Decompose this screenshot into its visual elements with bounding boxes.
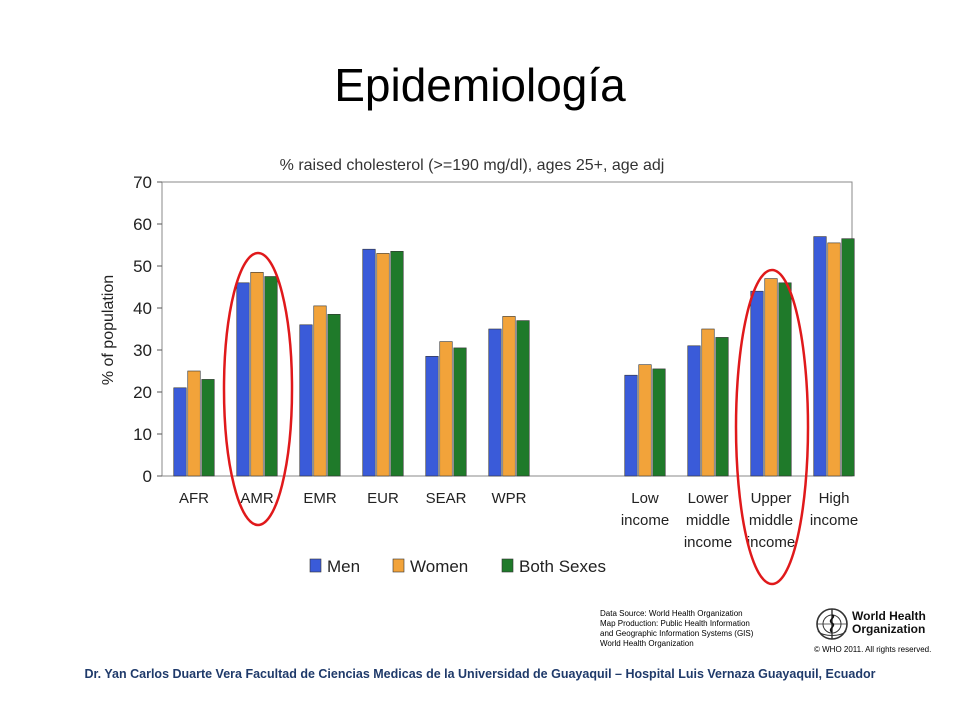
y-tick-label: 50 bbox=[133, 257, 152, 276]
bar bbox=[250, 271, 264, 477]
x-tick-label: middle bbox=[749, 512, 793, 529]
bar bbox=[425, 355, 439, 477]
x-tick-label: Lower bbox=[688, 490, 729, 507]
bar bbox=[715, 337, 729, 477]
x-tick-label: EMR bbox=[303, 490, 337, 507]
x-tick-label: Upper bbox=[751, 490, 792, 507]
bar bbox=[778, 282, 792, 477]
bar bbox=[750, 290, 764, 477]
highlight-ellipse bbox=[222, 251, 294, 527]
y-tick-label: 40 bbox=[133, 299, 152, 318]
x-tick-label: AMR bbox=[240, 490, 274, 507]
data-source-note: Data Source: World Health Organization M… bbox=[600, 609, 753, 649]
highlight-ellipse bbox=[734, 268, 810, 586]
bar bbox=[376, 253, 390, 477]
source-line: and Geographic Information Systems (GIS) bbox=[600, 629, 754, 638]
slide-footer: Dr. Yan Carlos Duarte Vera Facultad de C… bbox=[84, 667, 876, 681]
bar bbox=[502, 316, 516, 477]
x-tick-label: income bbox=[747, 534, 795, 551]
who-copyright: © WHO 2011. All rights reserved. bbox=[814, 645, 932, 654]
bar bbox=[652, 368, 666, 477]
bar bbox=[813, 236, 827, 477]
bar bbox=[390, 251, 404, 477]
source-line: World Health Organization bbox=[600, 639, 694, 648]
bar bbox=[173, 387, 187, 477]
bar bbox=[299, 324, 313, 477]
x-tick-label: income bbox=[621, 512, 669, 529]
source-line: Data Source: World Health Organization bbox=[600, 609, 743, 618]
bar bbox=[327, 313, 341, 477]
legend-swatch bbox=[309, 558, 322, 573]
chart-title: % raised cholesterol (>=190 mg/dl), ages… bbox=[280, 157, 665, 174]
bar bbox=[701, 328, 715, 477]
bar bbox=[236, 282, 250, 477]
legend-label: Men bbox=[327, 557, 360, 576]
bar bbox=[264, 276, 278, 477]
y-tick-label: 20 bbox=[133, 383, 152, 402]
bar bbox=[453, 347, 467, 477]
x-tick-label: SEAR bbox=[426, 490, 467, 507]
slide-title: Epidemiología bbox=[334, 59, 626, 111]
who-name-line: Organization bbox=[852, 622, 926, 636]
y-tick-label: 10 bbox=[133, 425, 152, 444]
bar bbox=[624, 374, 638, 477]
who-name-line: World Health bbox=[852, 609, 926, 623]
bar bbox=[827, 242, 841, 477]
bar bbox=[687, 345, 701, 477]
x-tick-label: income bbox=[810, 512, 858, 529]
y-axis-label: % of population bbox=[100, 275, 117, 385]
legend-label: Women bbox=[410, 557, 468, 576]
x-tick-label: middle bbox=[686, 512, 730, 529]
source-line: Map Production: Public Health Informatio… bbox=[600, 619, 750, 628]
x-tick-label: AFR bbox=[179, 490, 209, 507]
bar bbox=[313, 305, 327, 477]
bar bbox=[362, 248, 376, 477]
bar bbox=[187, 370, 201, 477]
legend-label: Both Sexes bbox=[519, 557, 606, 576]
y-tick-label: 60 bbox=[133, 215, 152, 234]
y-tick-label: 70 bbox=[133, 173, 152, 192]
bar bbox=[638, 364, 652, 477]
x-tick-label: High bbox=[819, 490, 850, 507]
bar bbox=[439, 341, 453, 477]
bar bbox=[764, 278, 778, 477]
bar bbox=[516, 320, 530, 477]
bar bbox=[841, 238, 855, 477]
who-emblem-icon bbox=[816, 608, 848, 640]
x-tick-label: EUR bbox=[367, 490, 399, 507]
x-tick-label: income bbox=[684, 534, 732, 551]
legend-swatch bbox=[501, 558, 514, 573]
who-name: World Health Organization bbox=[852, 610, 926, 636]
legend-swatch bbox=[392, 558, 405, 573]
x-tick-label: WPR bbox=[492, 490, 527, 507]
bar bbox=[201, 379, 215, 477]
x-tick-label: Low bbox=[631, 490, 659, 507]
y-tick-label: 0 bbox=[143, 467, 152, 486]
y-tick-label: 30 bbox=[133, 341, 152, 360]
bar bbox=[488, 328, 502, 477]
